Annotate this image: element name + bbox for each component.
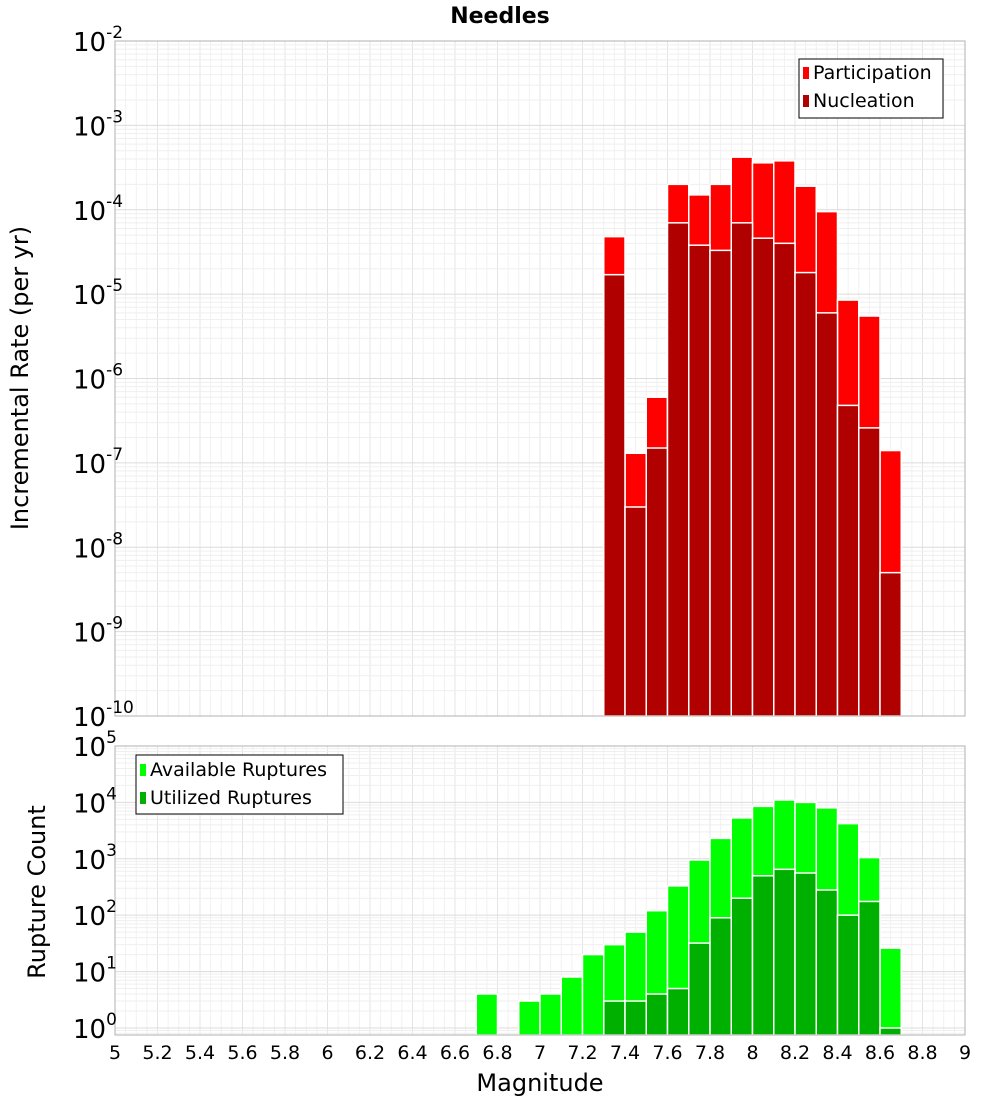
top-y-tick-label: 10-7 — [73, 445, 123, 480]
top-plot-frame — [114, 40, 966, 717]
legend-label-available-ruptures: Available Ruptures — [150, 759, 327, 781]
x-tick-labels: 5 5.2 5.4 5.6 5.8 6 6.2 6.4 6.6 6.8 7 7.2 7.4 7.6 7.8 8… — [109, 1042, 971, 1064]
bar-nucleation — [773, 242, 796, 717]
legend-label-participation: Participation — [813, 62, 932, 84]
bar-utilized-ruptures — [815, 889, 839, 1036]
bar-available-ruptures — [539, 993, 562, 1036]
legend-swatch-nucleation — [803, 95, 809, 107]
bar-utilized-ruptures — [773, 868, 796, 1036]
legend-swatch-participation — [803, 67, 809, 79]
bar-nucleation — [603, 273, 626, 717]
legend-swatch-utilized-ruptures — [140, 792, 146, 804]
bar-nucleation — [879, 571, 902, 717]
x-tick-label: 6.2 — [355, 1042, 385, 1064]
x-tick-label: 9 — [959, 1042, 971, 1064]
x-tick-label: 5.2 — [142, 1042, 172, 1064]
bar-utilized-ruptures — [879, 1027, 902, 1036]
bar-utilized-ruptures — [751, 875, 775, 1036]
x-tick-label: 6.6 — [440, 1042, 470, 1064]
top-y-tick-label: 10-10 — [73, 698, 134, 733]
bar-nucleation — [688, 244, 711, 717]
x-tick-label: 7.8 — [695, 1042, 725, 1064]
bar-utilized-ruptures — [688, 942, 711, 1036]
top-y-tick-label: 10-4 — [73, 192, 123, 227]
bar-available-ruptures — [560, 976, 584, 1036]
top-y-tick-label: 10-8 — [73, 529, 123, 564]
x-tick-label: 8.2 — [780, 1042, 810, 1064]
bar-utilized-ruptures — [858, 900, 881, 1036]
bar-utilized-ruptures — [730, 897, 754, 1036]
top-plot-bars — [603, 156, 902, 717]
x-tick-label: 8.6 — [865, 1042, 895, 1064]
x-tick-label: 5 — [109, 1042, 121, 1064]
bar-available-ruptures — [879, 947, 902, 1036]
bar-available-ruptures — [475, 993, 499, 1036]
bottom-y-tick-label: 100 — [73, 1010, 117, 1045]
bottom-y-tick-label: 105 — [73, 728, 117, 763]
top-y-axis-label: Incremental Rate (per yr) — [6, 226, 34, 530]
top-y-tick-labels: 10-10 10-9 10-8 10-7 10-6 10-5 10-4 10-3 10-2 — [73, 23, 134, 733]
x-tick-label: 5.8 — [270, 1042, 300, 1064]
x-tick-label: 6.8 — [482, 1042, 512, 1064]
bar-nucleation — [751, 237, 775, 717]
bottom-legend-box — [135, 754, 344, 815]
x-tick-label: 7 — [534, 1042, 546, 1064]
bar-utilized-ruptures — [709, 917, 732, 1036]
x-tick-label: 6 — [321, 1042, 333, 1064]
bar-nucleation — [794, 271, 817, 717]
x-tick-label: 8 — [746, 1042, 758, 1064]
top-y-tick-label: 10-3 — [73, 107, 123, 142]
top-legend-box — [798, 58, 944, 119]
x-tick-label: 7.6 — [652, 1042, 682, 1064]
x-axis-label: Magnitude — [476, 1069, 603, 1097]
bottom-plot-frame — [114, 745, 966, 1036]
top-plot-gridlines — [114, 40, 966, 717]
x-tick-label: 7.2 — [567, 1042, 597, 1064]
bottom-y-axis-label: Rupture Count — [23, 805, 51, 979]
bar-nucleation — [709, 249, 732, 717]
bar-available-ruptures — [518, 1000, 541, 1036]
bottom-y-tick-label: 101 — [73, 954, 117, 989]
top-y-tick-label: 10-9 — [73, 614, 123, 649]
bar-nucleation — [730, 222, 754, 717]
bar-nucleation — [815, 312, 839, 717]
bar-utilized-ruptures — [794, 872, 817, 1036]
bar-nucleation — [858, 427, 881, 717]
legend-label-nucleation: Nucleation — [813, 90, 915, 112]
chart-title: Needles — [450, 4, 550, 29]
bar-utilized-ruptures — [666, 987, 690, 1036]
legend-swatch-available-ruptures — [140, 764, 146, 776]
top-y-tick-label: 10-6 — [73, 361, 123, 396]
bar-utilized-ruptures — [624, 1000, 647, 1036]
bar-nucleation — [836, 404, 860, 717]
x-tick-label: 8.4 — [822, 1042, 852, 1064]
x-tick-label: 7.4 — [610, 1042, 640, 1064]
bar-nucleation — [624, 506, 647, 717]
top-legend: Participation Nucleation — [798, 58, 944, 119]
bar-utilized-ruptures — [603, 1000, 626, 1036]
top-y-tick-label: 10-2 — [73, 23, 123, 58]
bar-utilized-ruptures — [645, 993, 669, 1036]
bottom-y-tick-labels: 100 101 102 103 104 105 — [73, 728, 117, 1045]
legend-label-utilized-ruptures: Utilized Ruptures — [150, 787, 312, 809]
bar-nucleation — [666, 222, 690, 717]
bar-utilized-ruptures — [836, 914, 860, 1036]
x-tick-label: 5.6 — [227, 1042, 257, 1064]
x-tick-label: 8.8 — [907, 1042, 937, 1064]
x-tick-label: 5.4 — [185, 1042, 215, 1064]
x-tick-label: 6.4 — [397, 1042, 427, 1064]
bottom-legend: Available Ruptures Utilized Ruptures — [135, 754, 344, 815]
bottom-plot-bars — [475, 799, 902, 1036]
bar-available-ruptures — [581, 953, 605, 1036]
bottom-y-tick-label: 103 — [73, 841, 117, 876]
bar-nucleation — [645, 447, 669, 717]
bottom-y-tick-label: 102 — [73, 897, 117, 932]
bottom-y-tick-label: 104 — [73, 784, 117, 819]
top-y-tick-label: 10-5 — [73, 276, 123, 311]
